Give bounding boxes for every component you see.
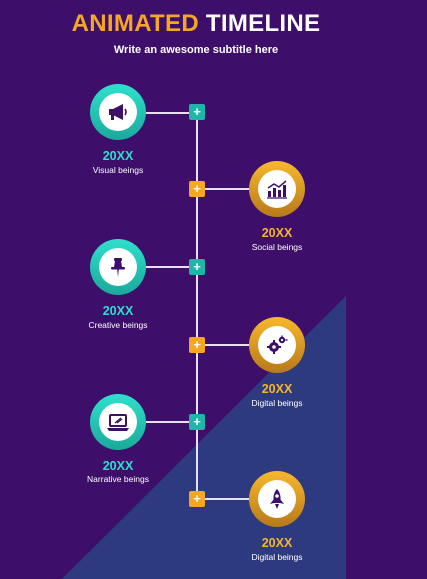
timeline-marker-5[interactable]: + <box>189 491 205 507</box>
timeline-node-4[interactable] <box>90 394 146 450</box>
page-subtitle: Write an awesome subtitle here <box>113 44 279 56</box>
item-year-4: 20XX <box>102 459 134 473</box>
connector-1 <box>205 188 249 190</box>
timeline-marker-3[interactable]: + <box>189 337 205 353</box>
item-year-1: 20XX <box>261 226 293 240</box>
pushpin-icon <box>111 258 125 277</box>
timeline-node-3[interactable] <box>249 317 305 373</box>
timeline-node-5[interactable] <box>249 471 305 527</box>
item-label-0: Visual beings <box>92 165 144 175</box>
title-accent: ANIMATED <box>71 10 199 37</box>
timeline-marker-4[interactable]: + <box>189 414 205 430</box>
laptop-icon <box>107 414 129 431</box>
item-label-4: Narrative beings <box>87 474 149 484</box>
item-label-3: Digital beings <box>251 398 303 408</box>
page-title: ANIMATED TIMELINE <box>0 10 392 38</box>
title-main: TIMELINE <box>205 10 321 37</box>
timeline-node-2[interactable] <box>90 239 146 295</box>
connector-4 <box>146 421 190 423</box>
item-year-2: 20XX <box>102 304 134 318</box>
connector-2 <box>146 266 190 268</box>
megaphone-icon <box>109 104 127 120</box>
timeline-node-1[interactable] <box>249 161 305 217</box>
timeline-marker-0[interactable]: + <box>189 104 205 120</box>
item-year-5: 20XX <box>261 536 293 550</box>
item-year-0: 20XX <box>102 149 134 163</box>
timeline-marker-1[interactable]: + <box>189 181 205 197</box>
item-label-2: Creative beings <box>88 320 148 330</box>
bar-chart-icon <box>267 180 287 199</box>
connector-5 <box>205 498 249 500</box>
connector-0 <box>146 112 190 114</box>
item-year-3: 20XX <box>261 382 293 396</box>
item-label-5: Digital beings <box>251 552 303 562</box>
rocket-icon <box>270 489 284 509</box>
item-label-1: Social beings <box>251 242 303 252</box>
timeline-axis <box>196 112 198 500</box>
timeline-node-0[interactable] <box>90 84 146 140</box>
timeline-marker-2[interactable]: + <box>189 259 205 275</box>
gears-icon <box>267 335 288 354</box>
connector-3 <box>205 344 249 346</box>
